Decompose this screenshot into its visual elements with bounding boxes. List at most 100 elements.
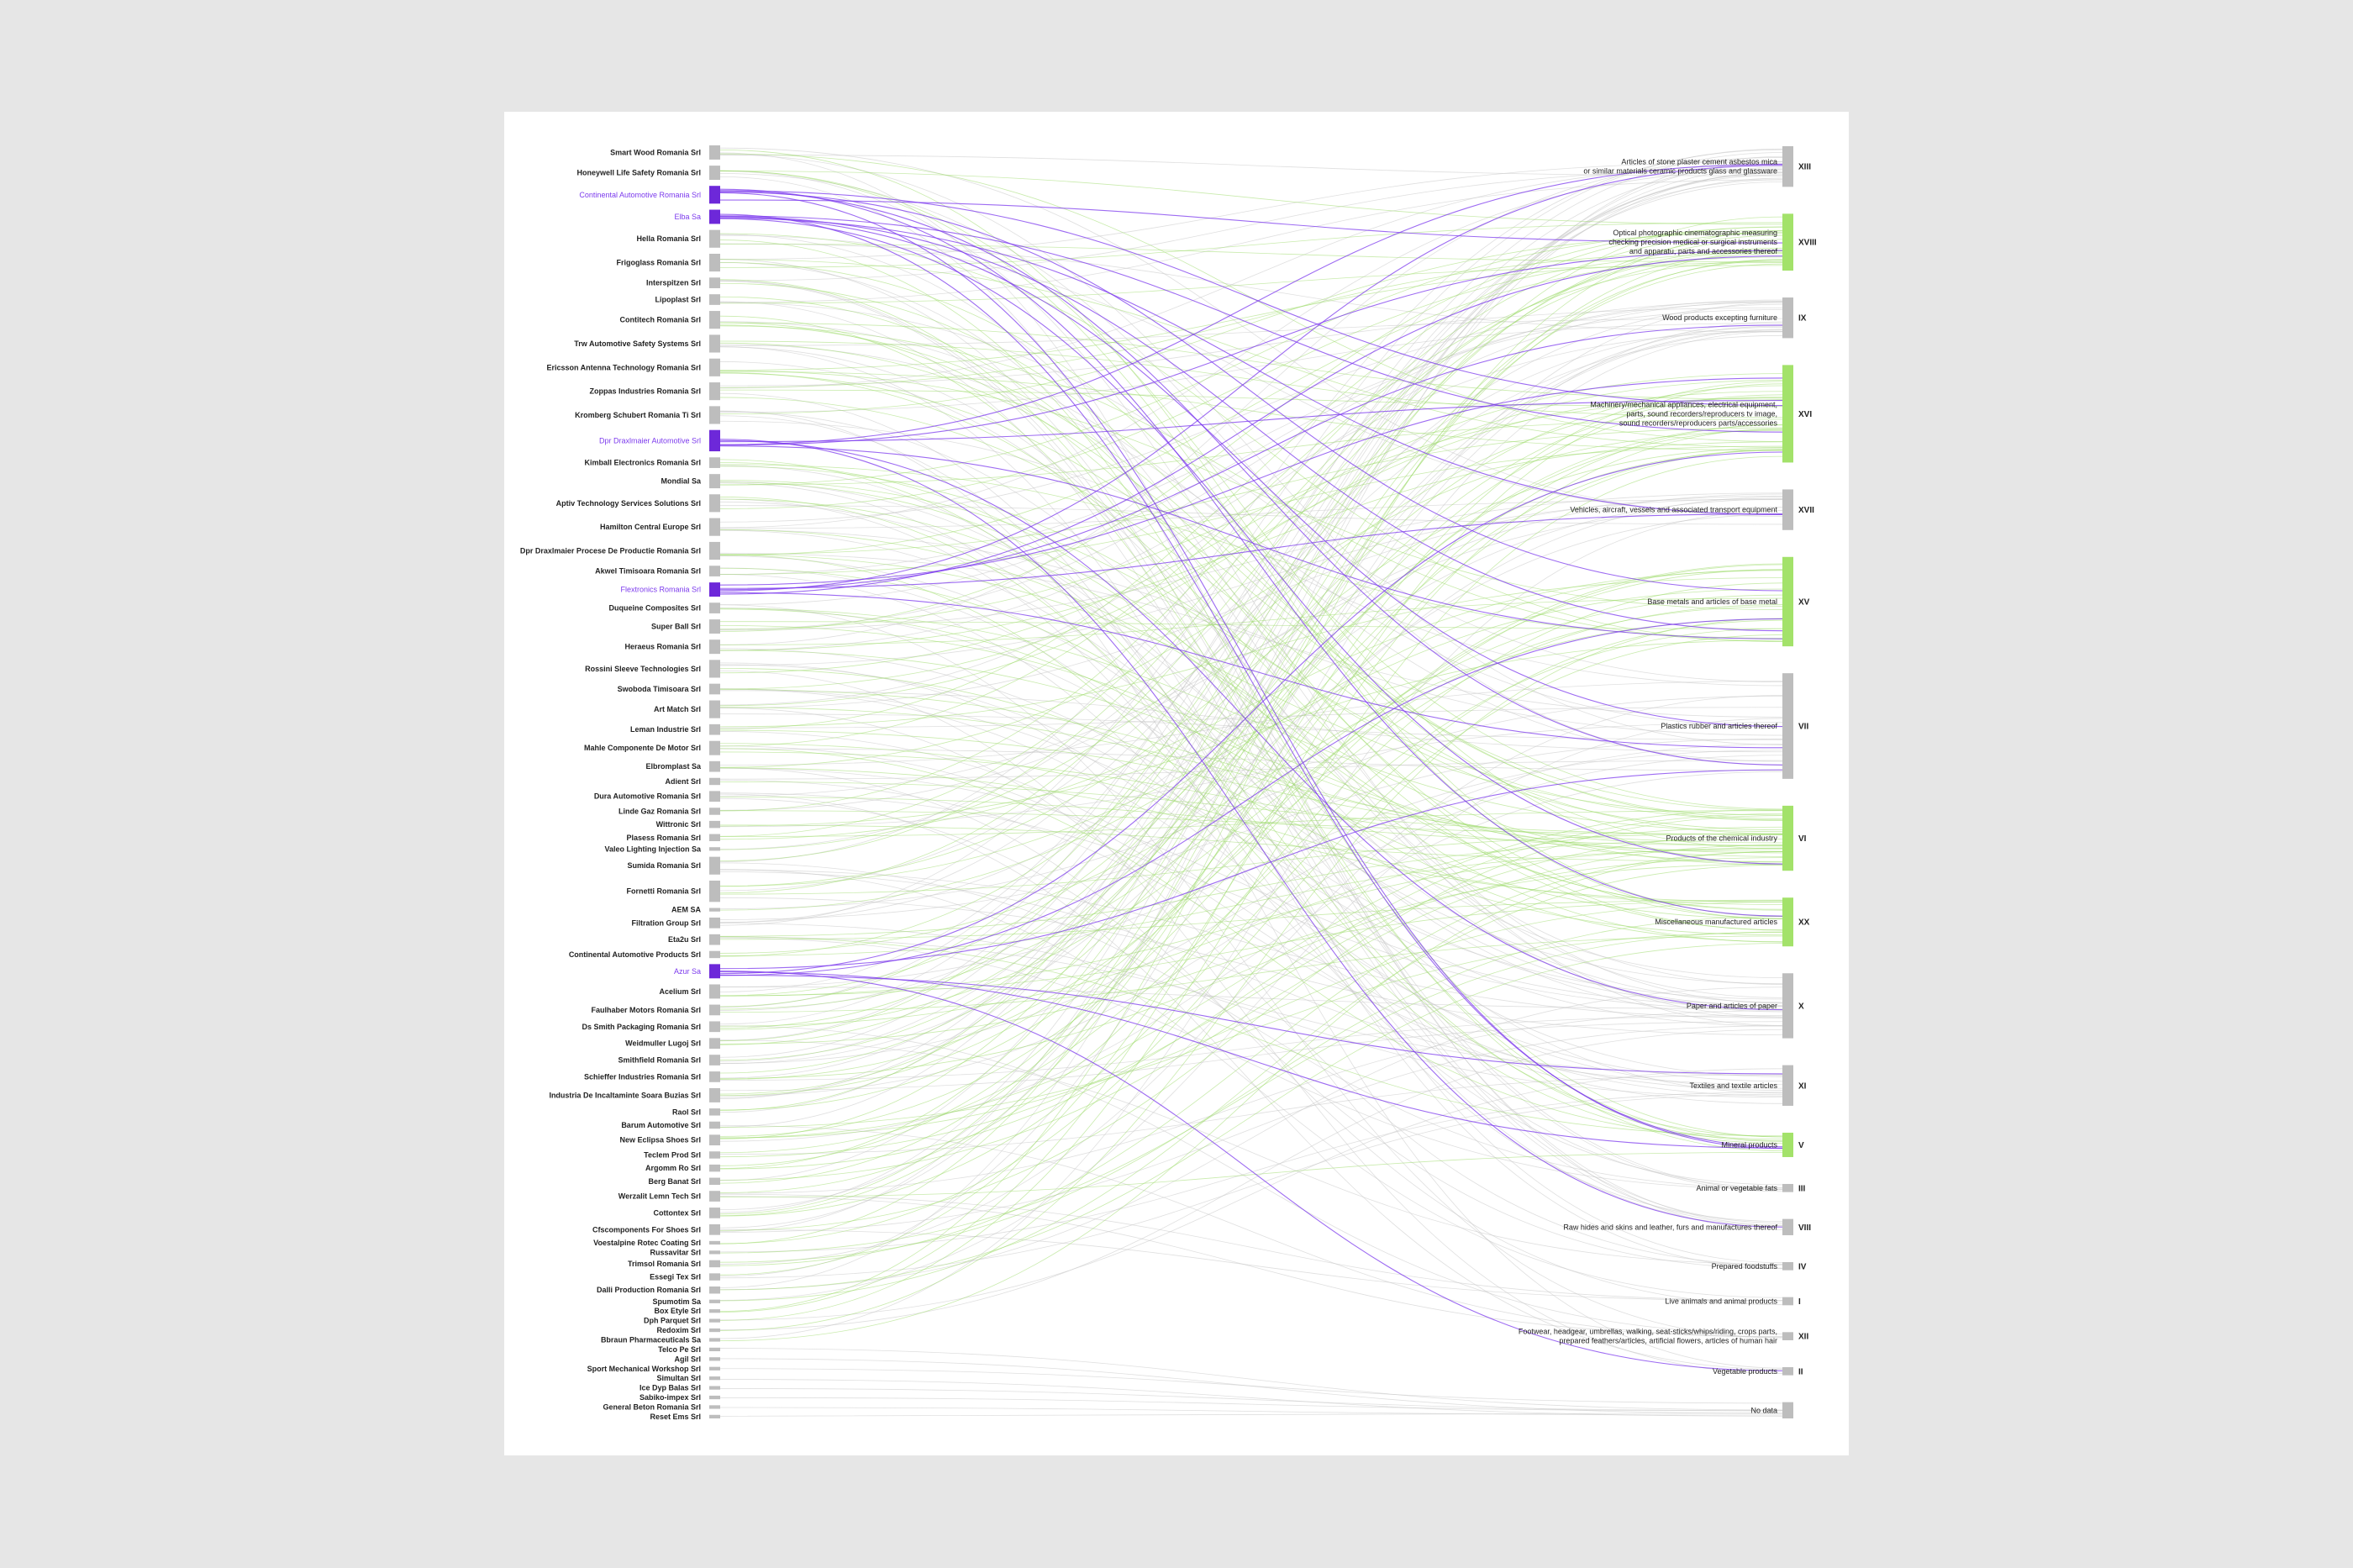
company-node-cfscomponents-for-shoes-srl[interactable] bbox=[709, 1223, 720, 1235]
company-label[interactable]: Werzalit Lemn Tech Srl bbox=[619, 1192, 701, 1201]
company-label[interactable]: New Eclipsa Shoes Srl bbox=[619, 1136, 701, 1144]
company-node-interspitzen-srl[interactable] bbox=[709, 277, 720, 288]
company-label[interactable]: Ice Dyp Balas Srl bbox=[640, 1384, 701, 1392]
company-label[interactable]: Mondial Sa bbox=[661, 477, 701, 486]
company-node-simultan-srl[interactable] bbox=[709, 1376, 720, 1381]
company-node-acelium-srl[interactable] bbox=[709, 984, 720, 999]
company-label[interactable]: Dpr Draxlmaier Automotive Srl bbox=[599, 436, 701, 445]
company-label[interactable]: Flextronics Romania Srl bbox=[620, 586, 701, 594]
company-label[interactable]: Akwel Timisoara Romania Srl bbox=[595, 567, 701, 576]
company-node-dalli-production-romania-srl[interactable] bbox=[709, 1286, 720, 1294]
company-node-reset-ems-srl[interactable] bbox=[709, 1414, 720, 1418]
section-node-ii[interactable] bbox=[1782, 1366, 1793, 1376]
section-node-xi[interactable] bbox=[1782, 1065, 1793, 1106]
company-node-flextronics-romania-srl[interactable] bbox=[709, 582, 720, 597]
company-label[interactable]: Reset Ems Srl bbox=[650, 1413, 701, 1421]
section-node-x[interactable] bbox=[1782, 973, 1793, 1039]
section-node-iv[interactable] bbox=[1782, 1261, 1793, 1271]
company-node-cottontex-srl[interactable] bbox=[709, 1208, 720, 1218]
company-label[interactable]: Barum Automotive Srl bbox=[621, 1121, 701, 1129]
company-node-wittronic-srl[interactable] bbox=[709, 820, 720, 829]
company-node-redoxim-srl[interactable] bbox=[709, 1328, 720, 1333]
company-label[interactable]: Contitech Romania Srl bbox=[619, 316, 701, 324]
company-label[interactable]: Wittronic Srl bbox=[656, 820, 701, 829]
section-node-v[interactable] bbox=[1782, 1132, 1793, 1157]
company-label[interactable]: Bbraun Pharmaceuticals Sa bbox=[601, 1335, 702, 1344]
company-label[interactable]: Simultan Srl bbox=[656, 1374, 701, 1382]
company-node-teclem-prod-srl[interactable] bbox=[709, 1151, 720, 1159]
company-node-spumotim-sa[interactable] bbox=[709, 1299, 720, 1303]
company-label[interactable]: Spumotim Sa bbox=[652, 1297, 702, 1306]
company-label[interactable]: Azur Sa bbox=[674, 967, 701, 976]
company-label[interactable]: Schieffer Industries Romania Srl bbox=[584, 1072, 701, 1081]
company-node-frigoglass-romania-srl[interactable] bbox=[709, 253, 720, 272]
company-node-elba-sa[interactable] bbox=[709, 209, 720, 224]
company-node-lipoplast-srl[interactable] bbox=[709, 294, 720, 305]
company-node-plasess-romania-srl[interactable] bbox=[709, 834, 720, 842]
company-label[interactable]: Berg Banat Srl bbox=[648, 1177, 701, 1186]
company-label[interactable]: Aptiv Technology Services Solutions Srl bbox=[556, 499, 701, 508]
company-label[interactable]: Fornetti Romania Srl bbox=[626, 887, 701, 896]
company-node-sabiko-impex-srl[interactable] bbox=[709, 1395, 720, 1400]
company-label[interactable]: Continental Automotive Products Srl bbox=[569, 950, 701, 959]
company-label[interactable]: Sabiko-impex Srl bbox=[640, 1393, 701, 1402]
company-node-azur-sa[interactable] bbox=[709, 964, 720, 979]
company-label[interactable]: Elba Sa bbox=[674, 213, 701, 221]
company-label[interactable]: Dura Automotive Romania Srl bbox=[594, 792, 701, 801]
company-label[interactable]: Hella Romania Srl bbox=[636, 234, 701, 243]
company-label[interactable]: Dpr Draxlmaier Procese De Productie Roma… bbox=[520, 546, 701, 555]
company-node-raol-srl[interactable] bbox=[709, 1108, 720, 1116]
company-node-dpr-draxlmaier-automotive-srl[interactable] bbox=[709, 429, 720, 452]
company-node-barum-automotive-srl[interactable] bbox=[709, 1121, 720, 1129]
company-label[interactable]: Hamilton Central Europe Srl bbox=[600, 523, 701, 531]
company-node-sport-mechanical-workshop-srl[interactable] bbox=[709, 1366, 720, 1371]
company-label[interactable]: Raol Srl bbox=[672, 1108, 701, 1116]
company-label[interactable]: Smithfield Romania Srl bbox=[618, 1056, 701, 1065]
company-label[interactable]: Voestalpine Rotec Coating Srl bbox=[593, 1239, 701, 1247]
company-label[interactable]: Ds Smith Packaging Romania Srl bbox=[582, 1023, 701, 1031]
company-node-smart-wood-romania-srl[interactable] bbox=[709, 145, 720, 160]
section-node-xviii[interactable] bbox=[1782, 213, 1793, 271]
company-label[interactable]: Leman Industrie Srl bbox=[630, 725, 701, 734]
company-node-telco-pe-srl[interactable] bbox=[709, 1347, 720, 1352]
company-label[interactable]: Honeywell Life Safety Romania Srl bbox=[576, 169, 701, 177]
company-label[interactable]: Redoxim Srl bbox=[656, 1326, 701, 1334]
company-node-ericsson-antenna-technology-romania-srl[interactable] bbox=[709, 358, 720, 376]
company-node-weidmuller-lugoj-srl[interactable] bbox=[709, 1038, 720, 1050]
company-node-fornetti-romania-srl[interactable] bbox=[709, 880, 720, 902]
company-node-art-match-srl[interactable] bbox=[709, 700, 720, 718]
company-label[interactable]: Russavitar Srl bbox=[650, 1248, 701, 1256]
company-label[interactable]: Linde Gaz Romania Srl bbox=[619, 807, 701, 815]
company-node-mahle-componente-de-motor-srl[interactable] bbox=[709, 740, 720, 755]
company-label[interactable]: Filtration Group Srl bbox=[632, 918, 702, 927]
company-label[interactable]: Smart Wood Romania Srl bbox=[610, 148, 701, 156]
company-node-swoboda-timisoara-srl[interactable] bbox=[709, 683, 720, 695]
company-node-agil-srl[interactable] bbox=[709, 1357, 720, 1361]
company-node-berg-banat-srl[interactable] bbox=[709, 1177, 720, 1186]
company-label[interactable]: Kromberg Schubert Romania Ti Srl bbox=[575, 411, 701, 419]
company-label[interactable]: Zoppas Industries Romania Srl bbox=[589, 387, 701, 396]
company-node-schieffer-industries-romania-srl[interactable] bbox=[709, 1071, 720, 1082]
company-label[interactable]: Agil Srl bbox=[674, 1355, 701, 1363]
company-label[interactable]: Weidmuller Lugoj Srl bbox=[625, 1039, 701, 1048]
section-node-vi[interactable] bbox=[1782, 805, 1793, 871]
company-node-hamilton-central-europe-srl[interactable] bbox=[709, 518, 720, 536]
company-node-hella-romania-srl[interactable] bbox=[709, 229, 720, 248]
company-node-kimball-electronics-romania-srl[interactable] bbox=[709, 457, 720, 468]
company-label[interactable]: Adient Srl bbox=[665, 777, 701, 786]
company-label[interactable]: Lipoplast Srl bbox=[655, 296, 701, 304]
company-label[interactable]: Acelium Srl bbox=[659, 987, 701, 996]
company-label[interactable]: Dph Parquet Srl bbox=[644, 1317, 701, 1325]
company-node-dura-automotive-romania-srl[interactable] bbox=[709, 791, 720, 802]
company-label[interactable]: Argomm Ro Srl bbox=[645, 1164, 701, 1172]
company-label[interactable]: Teclem Prod Srl bbox=[644, 1150, 701, 1159]
company-label[interactable]: Faulhaber Motors Romania Srl bbox=[591, 1006, 701, 1014]
company-node-box-etyle-srl[interactable] bbox=[709, 1309, 720, 1313]
company-node-zoppas-industries-romania-srl[interactable] bbox=[709, 382, 720, 401]
company-node-continental-automotive-romania-srl[interactable] bbox=[709, 186, 720, 204]
section-node-iii[interactable] bbox=[1782, 1183, 1793, 1192]
section-node-xii[interactable] bbox=[1782, 1332, 1793, 1340]
company-label[interactable]: Cottontex Srl bbox=[653, 1208, 701, 1217]
section-node-viii[interactable] bbox=[1782, 1218, 1793, 1235]
company-node-essegi-tex-srl[interactable] bbox=[709, 1273, 720, 1281]
